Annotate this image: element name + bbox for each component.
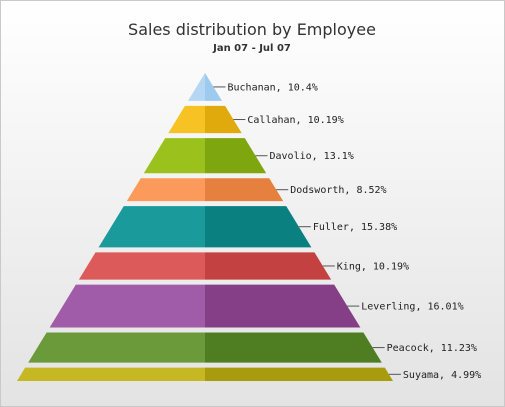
pyramid-segment-king-right <box>205 252 332 280</box>
pyramid-segment-leverling-left <box>49 284 205 328</box>
segment-label-davolio: Davolio, 13.1% <box>269 151 353 162</box>
segment-label-fuller: Fuller, 15.38% <box>313 222 397 233</box>
pyramid-segment-peacock-left <box>28 332 206 363</box>
pyramid-segment-suyama-right <box>205 367 393 381</box>
segment-label-dodsworth: Dodsworth, 8.52% <box>290 185 386 196</box>
segment-label-king: King, 10.19% <box>337 261 409 272</box>
segment-label-callahan: Callahan, 10.19% <box>247 115 343 126</box>
pyramid-segments: Buchanan, 10.4% Callahan, 10.19% Davolio, … <box>17 73 481 381</box>
segment-label-buchanan: Buchanan, 10.4% <box>228 82 318 93</box>
pyramid-segment-peacock-right <box>205 332 382 363</box>
pyramid-segment-buchanan-left <box>187 73 205 101</box>
pyramid-segment-dodsworth-left <box>126 178 205 202</box>
pyramid-segment-leverling-right <box>205 284 361 328</box>
chart-title: Sales distribution by Employee <box>128 20 376 39</box>
pyramid-segment-callahan-right <box>205 105 242 134</box>
pyramid-segment-dodsworth-right <box>205 178 284 202</box>
segment-label-leverling: Leverling, 16.01% <box>361 302 463 313</box>
pyramid-segment-davolio-left <box>143 138 205 174</box>
pyramid-segment-buchanan-right <box>205 73 223 101</box>
segment-label-suyama: Suyama, 4.99% <box>403 370 481 381</box>
pyramid-segment-fuller-right <box>205 206 312 248</box>
segment-label-peacock: Peacock, 11.23% <box>387 343 477 354</box>
pyramid-segment-davolio-right <box>205 138 267 174</box>
pyramid-segment-callahan-left <box>168 105 205 134</box>
pyramid-segment-fuller-left <box>98 206 205 248</box>
pyramid-segment-king-left <box>78 252 205 280</box>
pyramid-segment-suyama-left <box>17 367 205 381</box>
chart-subtitle: Jan 07 - Jul 07 <box>212 43 291 54</box>
